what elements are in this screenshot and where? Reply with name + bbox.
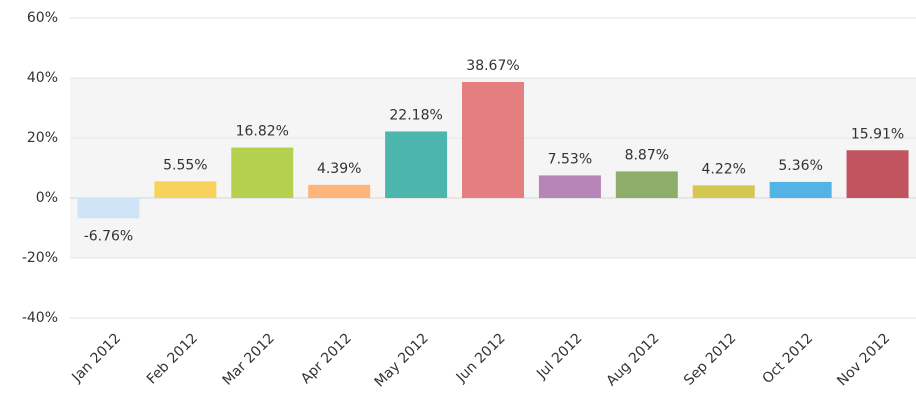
data-label: 4.39% (317, 161, 361, 177)
y-tick-label: 60% (27, 10, 58, 26)
x-tick-label: Oct 2012 (760, 330, 817, 387)
x-tick-label: Nov 2012 (834, 330, 893, 389)
data-label: 4.22% (701, 161, 745, 177)
data-label: 5.55% (163, 157, 207, 173)
data-label: 22.18% (389, 107, 442, 123)
bar (615, 171, 678, 198)
y-tick-label: 0% (36, 190, 58, 206)
bar (77, 198, 140, 219)
data-label: 7.53% (548, 151, 592, 167)
data-label: 15.91% (851, 126, 904, 142)
x-tick-label: Feb 2012 (144, 330, 201, 387)
bar (462, 81, 524, 198)
bar (231, 147, 294, 198)
x-tick-label: Aug 2012 (603, 330, 662, 389)
x-tick-label: Jul 2012 (533, 330, 585, 382)
data-label: 16.82% (236, 124, 289, 140)
y-tick-label: -40% (22, 310, 58, 326)
x-tick-label: Sep 2012 (681, 330, 739, 388)
data-label: -6.76% (84, 228, 134, 244)
bar (769, 181, 832, 198)
data-label: 38.67% (466, 58, 519, 74)
x-tick-label: May 2012 (372, 330, 432, 390)
y-tick-label: -20% (22, 250, 58, 266)
x-tick-label: Apr 2012 (298, 330, 355, 387)
y-tick-label: 40% (27, 70, 58, 86)
bar (692, 185, 755, 198)
bar (846, 150, 909, 198)
bar (538, 175, 601, 198)
bar (308, 184, 371, 198)
bar (385, 131, 448, 198)
y-tick-label: 20% (27, 130, 58, 146)
x-tick-label: Jun 2012 (453, 330, 509, 386)
x-tick-label: Mar 2012 (220, 330, 278, 388)
bar (154, 181, 217, 198)
data-label: 5.36% (778, 158, 822, 174)
data-label: 8.87% (625, 147, 669, 163)
x-tick-label: Jan 2012 (68, 330, 124, 386)
